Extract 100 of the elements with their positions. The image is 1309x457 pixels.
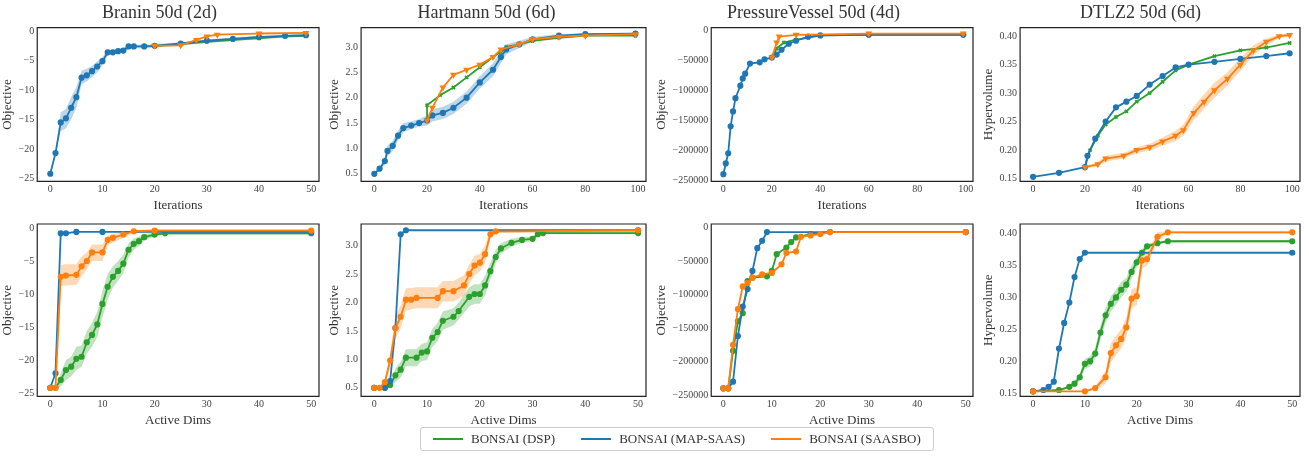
x-tick-label: 0 bbox=[371, 398, 377, 410]
x-tick-label: 100 bbox=[958, 183, 974, 195]
x-tick-label: 80 bbox=[580, 183, 591, 195]
x-tick-label: 50 bbox=[960, 398, 971, 410]
y-tick-label: −200000 bbox=[672, 143, 709, 155]
y-tick-label: −15 bbox=[18, 113, 35, 125]
x-tick-label: 0 bbox=[720, 183, 726, 195]
x-tick-label: 0 bbox=[1030, 183, 1036, 195]
y-tick-label: 0 bbox=[703, 24, 709, 36]
y-tick-label: 0.35 bbox=[999, 259, 1018, 271]
legend-label: BONSAI (MAP-SAAS) bbox=[619, 431, 746, 447]
y-tick-label: 2.0 bbox=[345, 296, 359, 308]
x-axis-title: Active Dims bbox=[470, 411, 537, 427]
y-tick-label: 0.30 bbox=[999, 86, 1018, 98]
x-axis-title: Active Dims bbox=[145, 411, 212, 427]
y-tick-label: 0.30 bbox=[999, 291, 1018, 303]
x-tick-label: 10 bbox=[422, 398, 433, 410]
x-tick-label: 40 bbox=[580, 398, 591, 410]
y-tick-label: 0.20 bbox=[999, 143, 1018, 155]
y-tick-label: −15 bbox=[18, 320, 35, 332]
y-tick-label: 0.25 bbox=[999, 322, 1018, 334]
x-tick-label: 50 bbox=[306, 398, 317, 410]
x-tick-label: 0 bbox=[371, 183, 377, 195]
x-tick-label: 30 bbox=[863, 398, 874, 410]
y-tick-label: −100000 bbox=[672, 288, 709, 300]
x-tick-label: 10 bbox=[97, 183, 108, 195]
y-tick-label: −250000 bbox=[672, 388, 709, 400]
y-tick-label: 1.0 bbox=[345, 353, 359, 365]
x-axis-title: Iterations bbox=[817, 196, 867, 212]
x-tick-label: 100 bbox=[630, 183, 646, 195]
y-tick-label: 3.0 bbox=[345, 239, 359, 251]
y-tick-label: 2.5 bbox=[345, 65, 359, 77]
chart-title: Branin 50d (2d) bbox=[102, 1, 217, 23]
x-tick-label: 20 bbox=[766, 183, 777, 195]
x-tick-label: 10 bbox=[97, 398, 108, 410]
x-tick-label: 30 bbox=[201, 183, 212, 195]
x-tick-label: 80 bbox=[912, 183, 923, 195]
y-tick-label: −20 bbox=[18, 142, 35, 154]
x-tick-label: 30 bbox=[527, 398, 538, 410]
chart-title: Hartmann 50d (6d) bbox=[417, 1, 556, 23]
y-axis-title: Objective bbox=[653, 284, 669, 336]
x-tick-label: 40 bbox=[1131, 183, 1142, 195]
y-axis-title: Objective bbox=[653, 79, 669, 130]
y-tick-label: 0.5 bbox=[345, 381, 359, 393]
x-tick-label: 20 bbox=[149, 398, 160, 410]
y-tick-label: −10 bbox=[18, 287, 35, 299]
x-tick-label: 0 bbox=[47, 398, 53, 410]
x-axis-title: Active Dims bbox=[1127, 411, 1194, 427]
x-axis-title: Iterations bbox=[153, 196, 203, 212]
chart-title: PressureVessel 50d (4d) bbox=[727, 1, 900, 23]
x-tick-label: 20 bbox=[149, 183, 160, 195]
x-tick-label: 10 bbox=[766, 398, 777, 410]
x-tick-label: 60 bbox=[863, 183, 874, 195]
x-tick-label: 40 bbox=[254, 398, 264, 410]
x-tick-label: 50 bbox=[306, 183, 317, 195]
y-tick-label: 0 bbox=[703, 220, 709, 232]
y-tick-label: −250000 bbox=[672, 173, 709, 185]
x-tick-label: 30 bbox=[1183, 398, 1194, 410]
x-tick-label: 60 bbox=[527, 183, 538, 195]
y-tick-label: 2.5 bbox=[345, 267, 359, 279]
x-tick-label: 0 bbox=[720, 398, 726, 410]
y-axis-title: Objective bbox=[326, 284, 342, 336]
y-tick-label: 2.0 bbox=[345, 91, 359, 103]
y-tick-label: −50000 bbox=[677, 54, 709, 66]
x-axis-title: Active Dims bbox=[809, 411, 876, 427]
y-tick-label: 0.35 bbox=[999, 58, 1018, 70]
y-tick-label: −100000 bbox=[672, 84, 709, 96]
y-axis-title: Hypervolume bbox=[980, 68, 996, 141]
x-tick-label: 60 bbox=[1183, 183, 1194, 195]
y-tick-label: −5 bbox=[23, 254, 35, 266]
x-tick-label: 0 bbox=[47, 183, 53, 195]
y-tick-label: −50000 bbox=[677, 254, 709, 266]
x-tick-label: 40 bbox=[815, 183, 826, 195]
legend-label: BONSAI (SAASBO) bbox=[809, 431, 921, 447]
y-tick-label: 3.0 bbox=[345, 40, 359, 52]
chart-title: DTLZ2 50d (6d) bbox=[1080, 1, 1201, 23]
x-tick-label: 20 bbox=[1079, 183, 1090, 195]
x-tick-label: 40 bbox=[474, 183, 485, 195]
x-tick-label: 0 bbox=[1030, 398, 1036, 410]
x-tick-label: 80 bbox=[1235, 183, 1246, 195]
y-tick-label: 1.5 bbox=[345, 116, 359, 128]
y-axis-title: Objective bbox=[0, 79, 15, 130]
x-tick-label: 20 bbox=[474, 398, 485, 410]
y-tick-label: 0.25 bbox=[999, 115, 1018, 127]
x-axis-title: Iterations bbox=[479, 196, 529, 212]
x-tick-label: 20 bbox=[1131, 398, 1142, 410]
x-tick-label: 100 bbox=[1284, 183, 1300, 195]
y-axis-title: Objective bbox=[0, 284, 15, 336]
y-tick-label: −10 bbox=[18, 83, 35, 95]
x-tick-label: 40 bbox=[912, 398, 923, 410]
y-tick-label: 0 bbox=[29, 221, 35, 233]
y-tick-label: −20 bbox=[18, 353, 35, 365]
legend-label: BONSAI (DSP) bbox=[471, 431, 556, 447]
x-tick-label: 20 bbox=[815, 398, 826, 410]
y-axis-title: Objective bbox=[326, 79, 342, 130]
y-tick-label: −25 bbox=[18, 386, 35, 398]
y-tick-label: −150000 bbox=[672, 113, 709, 125]
x-tick-label: 40 bbox=[254, 183, 264, 195]
y-tick-label: 0.15 bbox=[999, 172, 1018, 184]
y-tick-label: −25 bbox=[18, 172, 35, 184]
